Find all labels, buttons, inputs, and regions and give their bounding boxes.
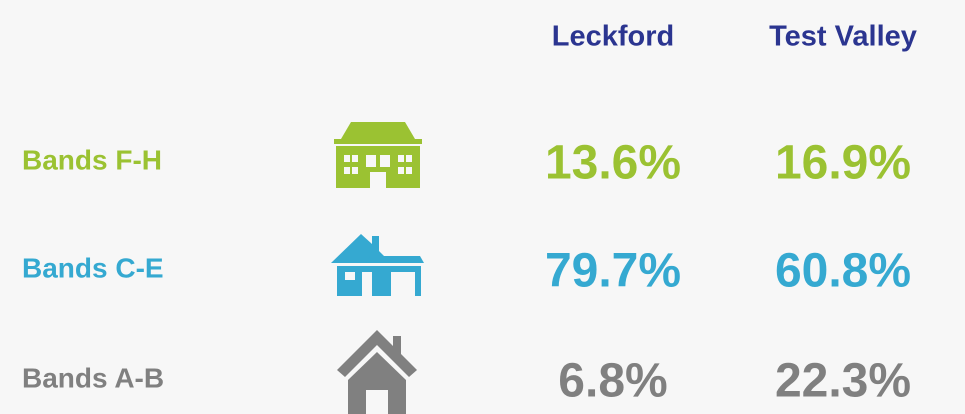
icon-medium-house (331, 234, 424, 296)
value: 6.8% (558, 355, 667, 408)
value: 79.7% (545, 245, 681, 298)
value: 13.6% (545, 137, 681, 190)
column-header: Leckford (552, 21, 674, 53)
value: 60.8% (775, 245, 911, 298)
value: 16.9% (775, 137, 911, 190)
column-header: Test Valley (769, 21, 917, 53)
row-label: Bands F-H (22, 144, 162, 175)
row-label: Bands C-E (22, 252, 164, 283)
icon-small-house (337, 330, 417, 414)
value: 22.3% (775, 355, 911, 408)
rows: Bands F-H 13.6% 16.9% Bands C-E 79.7% 60.8% Ba… (22, 137, 911, 408)
icon-large-house (334, 122, 422, 188)
row-label: Bands A-B (22, 362, 164, 393)
